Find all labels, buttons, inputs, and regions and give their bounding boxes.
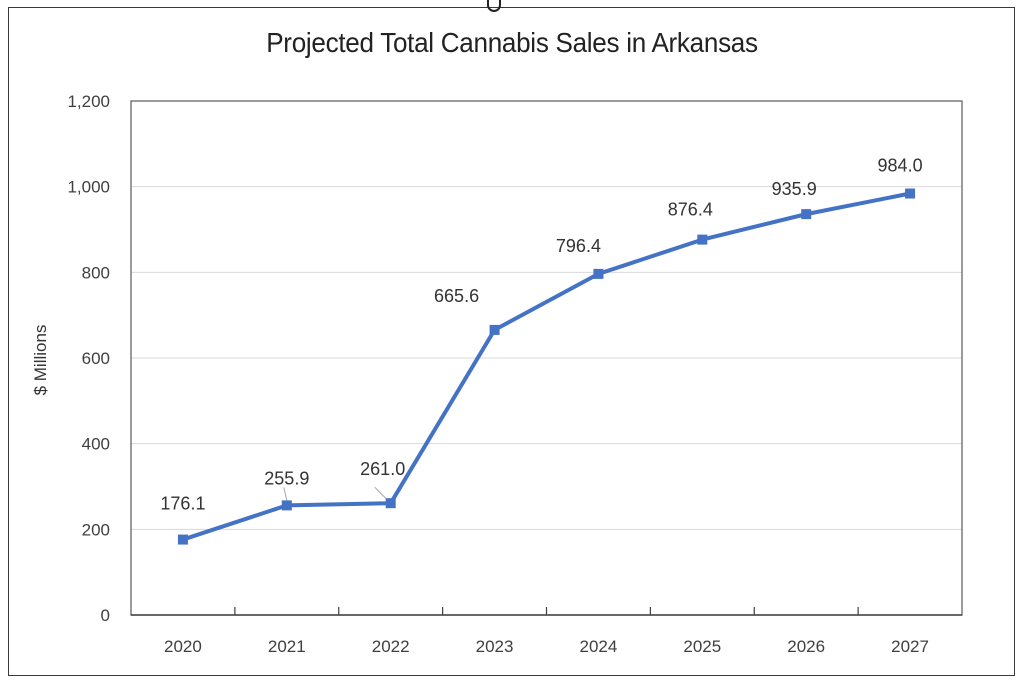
data-point-marker: [801, 209, 812, 220]
chart-title: Projected Total Cannabis Sales in Arkans…: [266, 27, 758, 58]
y-tick-label: 1,200: [67, 92, 110, 111]
y-tick-label: 0: [101, 606, 110, 625]
chart-frame: [8, 0, 1015, 676]
data-label-leader-line: [283, 487, 288, 501]
leader-lines: [283, 486, 390, 502]
cropped-heading-glyph: [487, 0, 501, 12]
x-axis-ticks: [131, 607, 962, 616]
x-tick-label: 2023: [476, 637, 514, 656]
data-label: 665.6: [434, 286, 479, 306]
x-tick-label: 2027: [891, 637, 929, 656]
data-point-marker: [489, 324, 500, 335]
data-label: 984.0: [878, 156, 923, 176]
data-label: 176.1: [160, 494, 205, 514]
data-point-marker: [593, 268, 604, 279]
y-tick-label: 800: [82, 263, 110, 282]
y-axis-title: $ Millions: [31, 325, 50, 396]
y-tick-label: 600: [82, 349, 110, 368]
data-label: 255.9: [264, 468, 309, 488]
y-axis-tick-labels: 0 200 400 600 800 1,000 1,200: [67, 92, 110, 625]
data-point-marker: [177, 534, 188, 545]
data-label: 935.9: [772, 179, 817, 199]
x-tick-label: 2026: [787, 637, 825, 656]
series-layer: [180, 191, 913, 542]
y-tick-label: 400: [82, 435, 110, 454]
x-tick-label: 2021: [268, 637, 306, 656]
data-label: 796.4: [556, 236, 601, 256]
x-tick-label: 2025: [683, 637, 721, 656]
series-line: [180, 191, 913, 542]
x-tick-label: 2020: [164, 637, 202, 656]
gridlines: [131, 186, 962, 530]
data-labels: 176.1 255.9 261.0 665.6 796.4 876.4 935.9 984.0: [160, 156, 922, 514]
data-point-marker: [697, 234, 708, 245]
y-tick-label: 200: [82, 520, 110, 539]
data-point-marker: [385, 498, 396, 509]
data-point-marker: [905, 188, 916, 199]
x-tick-label: 2022: [372, 637, 410, 656]
data-label: 261.0: [360, 459, 405, 479]
x-axis-tick-labels: 2020 2021 2022 2023 2024 2025 2026 2027: [164, 637, 929, 656]
y-tick-label: 1,000: [67, 178, 110, 197]
series-markers: [177, 188, 916, 545]
data-label: 876.4: [668, 200, 713, 220]
x-tick-label: 2024: [580, 637, 618, 656]
data-point-marker: [281, 500, 292, 511]
